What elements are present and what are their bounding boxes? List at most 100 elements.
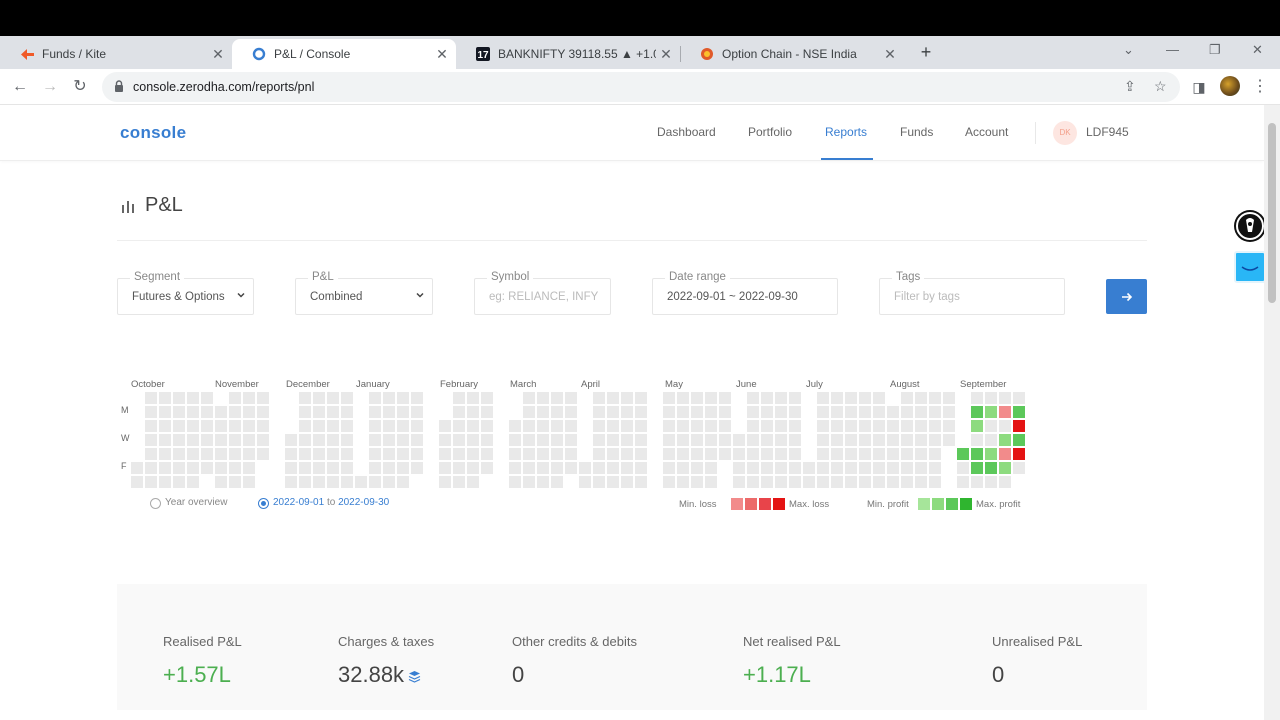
side-panel-icon[interactable]: ◨ bbox=[1192, 79, 1206, 95]
heatmap-day-cell bbox=[677, 462, 689, 474]
heatmap-day-cell-september[interactable] bbox=[1013, 434, 1025, 446]
heatmap-day-cell-september bbox=[999, 420, 1011, 432]
tab-funds-kite[interactable]: Funds / Kite ✕ bbox=[0, 39, 232, 69]
heatmap-day-cell-september[interactable] bbox=[999, 448, 1011, 460]
heatmap-day-cell bbox=[229, 462, 241, 474]
heatmap-day-cell bbox=[691, 434, 703, 446]
bookmark-star-icon[interactable]: ☆ bbox=[1154, 78, 1167, 94]
heatmap-day-cell-september[interactable] bbox=[1013, 420, 1025, 432]
app-header: console Dashboard Portfolio Reports Fund… bbox=[0, 105, 1264, 161]
heatmap-day-cell bbox=[215, 476, 227, 488]
heatmap-day-cell bbox=[159, 448, 171, 460]
heatmap-day-cell bbox=[467, 406, 479, 418]
heatmap-day-cell bbox=[775, 406, 787, 418]
heatmap-day-cell-september[interactable] bbox=[999, 406, 1011, 418]
chevron-down-icon bbox=[237, 292, 245, 298]
segment-select[interactable]: Segment Futures & Options bbox=[117, 271, 254, 315]
heatmap-day-cell bbox=[187, 392, 199, 404]
heatmap-day-cell-september[interactable] bbox=[999, 434, 1011, 446]
heatmap-day-cell bbox=[229, 476, 241, 488]
user-id[interactable]: LDF945 bbox=[1086, 125, 1129, 139]
date-range-radio[interactable] bbox=[258, 498, 269, 509]
heatmap-day-cell bbox=[523, 448, 535, 460]
heatmap-day-cell bbox=[383, 476, 395, 488]
scrollbar-thumb[interactable] bbox=[1268, 123, 1276, 303]
nav-dashboard[interactable]: Dashboard bbox=[657, 125, 716, 139]
heatmap-day-cell bbox=[663, 420, 675, 432]
close-icon[interactable]: ✕ bbox=[436, 45, 448, 62]
legend-swatch-profit-1 bbox=[918, 498, 930, 510]
heatmap-day-cell-september[interactable] bbox=[985, 448, 997, 460]
menu-kebab-icon[interactable]: ⋮ bbox=[1252, 78, 1268, 95]
heatmap-day-cell bbox=[901, 420, 913, 432]
back-icon[interactable]: ← bbox=[12, 78, 28, 95]
nav-account[interactable]: Account bbox=[965, 125, 1009, 139]
page-content: console Dashboard Portfolio Reports Fund… bbox=[0, 105, 1264, 720]
heatmap-day-cell-september[interactable] bbox=[971, 448, 983, 460]
heatmap-day-cell-september[interactable] bbox=[999, 462, 1011, 474]
heatmap-day-cell bbox=[845, 434, 857, 446]
page-scrollbar[interactable] bbox=[1264, 105, 1280, 720]
pnl-select[interactable]: P&L Combined bbox=[295, 271, 433, 315]
month-label: May bbox=[665, 379, 683, 390]
date-range-input[interactable]: Date range 2022-09-01 ~ 2022-09-30 bbox=[652, 271, 838, 315]
tab-search-icon[interactable]: ⌄ bbox=[1123, 42, 1134, 57]
heatmap-day-cell bbox=[803, 476, 815, 488]
symbol-input[interactable]: Symbol eg: RELIANCE, INFY bbox=[474, 271, 611, 315]
heatmap-day-cell-september[interactable] bbox=[971, 462, 983, 474]
forward-icon[interactable]: → bbox=[42, 78, 58, 95]
heatmap-day-cell-september[interactable] bbox=[957, 448, 969, 460]
submit-button[interactable] bbox=[1106, 279, 1147, 314]
heatmap-day-cell bbox=[607, 448, 619, 460]
heatmap-day-cell bbox=[747, 420, 759, 432]
new-tab-button[interactable]: + bbox=[920, 42, 932, 62]
heatmap-day-cell-september[interactable] bbox=[985, 406, 997, 418]
user-initials-avatar[interactable]: DK bbox=[1053, 121, 1077, 145]
heatmap-day-cell bbox=[481, 406, 493, 418]
heatmap-day-cell bbox=[873, 434, 885, 446]
heatmap-day-cell bbox=[761, 476, 773, 488]
heatmap-day-cell-september[interactable] bbox=[1013, 406, 1025, 418]
nav-reports[interactable]: Reports bbox=[825, 125, 868, 139]
heatmap-day-cell-september[interactable] bbox=[1013, 448, 1025, 460]
close-icon[interactable]: ✕ bbox=[660, 45, 672, 62]
pen-extension-icon[interactable] bbox=[1234, 210, 1264, 242]
heatmap-day-cell bbox=[635, 462, 647, 474]
legend-swatch-loss-2 bbox=[745, 498, 757, 510]
profile-avatar[interactable] bbox=[1220, 76, 1240, 96]
nav-portfolio[interactable]: Portfolio bbox=[748, 125, 793, 139]
heatmap-day-cell bbox=[481, 392, 493, 404]
layers-icon[interactable] bbox=[408, 670, 421, 683]
chevron-down-icon bbox=[416, 292, 424, 298]
close-icon[interactable]: ✕ bbox=[884, 45, 896, 62]
screen-recorder-icon[interactable] bbox=[1234, 251, 1264, 283]
heatmap-day-cell bbox=[635, 434, 647, 446]
close-icon[interactable]: ✕ bbox=[212, 45, 224, 62]
heatmap-day-cell bbox=[635, 448, 647, 460]
year-overview-radio[interactable] bbox=[150, 498, 161, 509]
close-window-icon[interactable]: ✕ bbox=[1252, 42, 1263, 57]
share-icon[interactable]: ⇪ bbox=[1124, 78, 1136, 94]
console-logo[interactable]: console bbox=[120, 123, 187, 142]
tab-pnl-console[interactable]: P&L / Console ✕ bbox=[232, 39, 456, 69]
heatmap-day-cell bbox=[663, 392, 675, 404]
minimize-icon[interactable]: — bbox=[1166, 42, 1179, 57]
heatmap-day-cell-september[interactable] bbox=[971, 420, 983, 432]
nav-funds[interactable]: Funds bbox=[900, 125, 934, 139]
heatmap-day-cell bbox=[159, 462, 171, 474]
pnl-label: P&L bbox=[308, 271, 338, 283]
heatmap-day-cell bbox=[159, 420, 171, 432]
address-bar[interactable]: console.zerodha.com/reports/pnl ⇪ ☆ bbox=[102, 72, 1180, 102]
tab-banknifty[interactable]: 17 BANKNIFTY 39118.55 ▲ +1.05% ✕ bbox=[456, 39, 680, 69]
restore-icon[interactable]: ❐ bbox=[1209, 42, 1221, 57]
reload-icon[interactable]: ↻ bbox=[73, 78, 87, 95]
heatmap-day-cell bbox=[229, 420, 241, 432]
tags-input[interactable]: Tags Filter by tags bbox=[879, 271, 1065, 315]
tab-option-chain[interactable]: Option Chain - NSE India ✕ bbox=[680, 39, 904, 69]
heatmap-day-cell bbox=[523, 392, 535, 404]
heatmap-day-cell bbox=[719, 448, 731, 460]
heatmap-day-cell bbox=[817, 476, 829, 488]
heatmap-day-cell-september[interactable] bbox=[985, 462, 997, 474]
heatmap-day-cell-september[interactable] bbox=[971, 406, 983, 418]
heatmap-day-cell bbox=[467, 434, 479, 446]
